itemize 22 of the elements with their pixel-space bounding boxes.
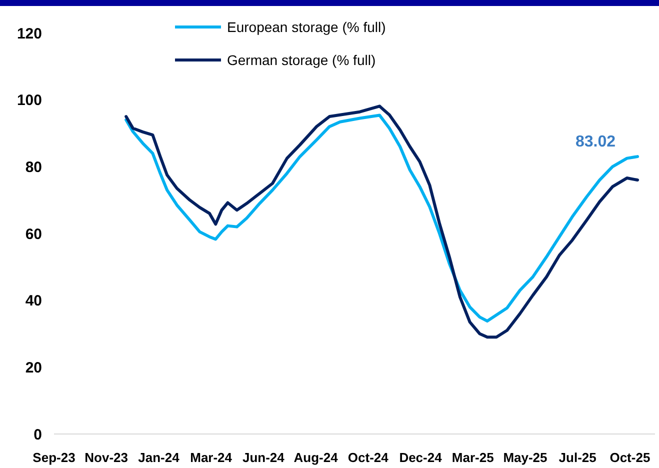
legend-label: European storage (% full): [227, 18, 386, 35]
x-tick-label: Oct-24: [348, 450, 390, 465]
y-tick-label: 80: [25, 158, 42, 176]
x-tick-label: Nov-23: [84, 450, 128, 465]
x-tick-label: Jun-24: [242, 450, 286, 465]
x-tick-label: Dec-24: [399, 450, 443, 465]
y-tick-label: 60: [25, 226, 42, 243]
x-tick-label: May-25: [503, 450, 548, 465]
annotation: 83.02: [576, 134, 616, 151]
y-tick-label: 100: [16, 92, 42, 110]
y-tick-label: 40: [25, 292, 42, 310]
x-tick-label: Aug-24: [294, 450, 339, 465]
y-tick-label: 0: [34, 426, 42, 444]
x-tick-label: Oct-25: [610, 450, 650, 465]
x-tick-label: Mar-25: [452, 450, 494, 465]
y-tick-label: 120: [16, 25, 42, 42]
x-tick-label: Mar-24: [190, 450, 233, 465]
x-tick-label: Jan-24: [138, 450, 180, 465]
x-tick-label: Sep-23: [32, 450, 76, 465]
x-tick-label: Jul-25: [558, 450, 596, 465]
y-tick-label: 20: [25, 359, 42, 376]
legend-label: German storage (% full): [227, 52, 376, 68]
